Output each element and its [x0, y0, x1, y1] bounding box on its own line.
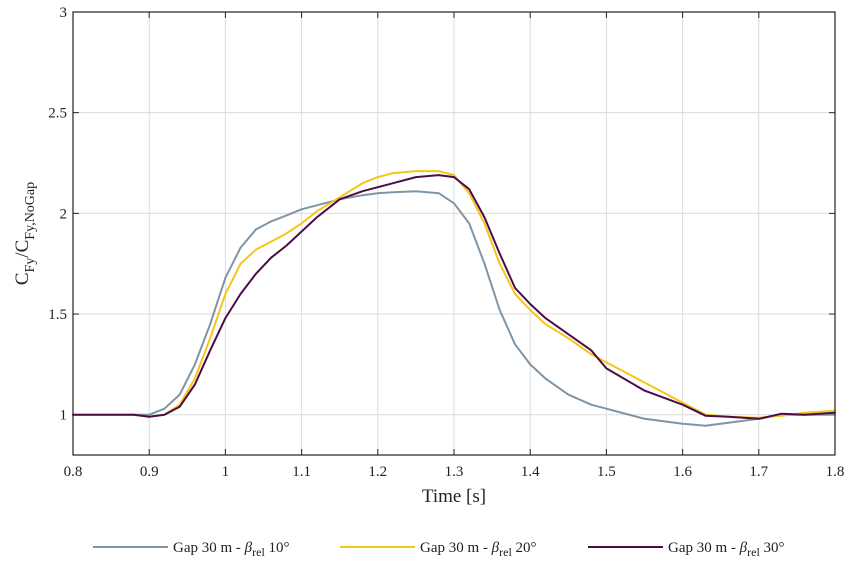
x-tick-label: 1.8	[826, 464, 845, 480]
x-tick-label: 1.5	[597, 464, 616, 480]
y-label-sub1: Fy	[23, 258, 38, 273]
plot-frame	[72, 11, 836, 456]
y-tick-label: 1.5	[48, 307, 67, 323]
y-axis-label: CFy/CFy,NoGap	[12, 182, 38, 285]
y-label-main: C	[12, 272, 33, 285]
legend-label: Gap 30 m - βrel 20°	[420, 540, 537, 559]
x-tick-label: 1.1	[292, 464, 311, 480]
legend: Gap 30 m - βrel 10° Gap 30 m - βrel 20° …	[93, 540, 785, 559]
x-axis-label: Time [s]	[422, 486, 486, 507]
legend-label: Gap 30 m - βrel 10°	[173, 540, 290, 559]
series-line-2	[72, 174, 836, 420]
grid	[72, 11, 836, 455]
x-tick-label: 1.2	[368, 464, 387, 480]
x-tick-label: 1.6	[673, 464, 692, 480]
series-line-1	[72, 170, 836, 419]
y-tick-label: 2	[60, 206, 68, 222]
x-tick-label: 1	[222, 464, 230, 480]
legend-item: Gap 30 m - βrel 10°	[93, 540, 290, 559]
y-tick-label: 2.5	[48, 106, 67, 122]
legend-item: Gap 30 m - βrel 20°	[340, 540, 537, 559]
y-tick-label: 1	[60, 408, 68, 424]
x-tick-labels: 0.8 0.9 1 1.1 1.2 1.3 1.4 1.5 1.6 1.7 1.8	[64, 464, 845, 480]
x-tick-label: 1.7	[749, 464, 768, 480]
x-tick-label: 0.8	[64, 464, 83, 480]
x-tick-label: 1.3	[445, 464, 464, 480]
legend-item: Gap 30 m - βrel 30°	[588, 540, 785, 559]
series-line-0	[72, 190, 836, 427]
series-lines	[72, 170, 836, 427]
legend-label: Gap 30 m - βrel 30°	[668, 540, 785, 559]
y-label-sub2: Fy,NoGap	[23, 182, 38, 240]
x-tick-label: 0.9	[140, 464, 159, 480]
y-label-sep: /C	[12, 240, 33, 258]
x-tick-label: 1.4	[521, 464, 540, 480]
y-tick-label: 3	[60, 5, 68, 21]
y-tick-labels: 1 1.5 2 2.5 3	[48, 5, 67, 424]
